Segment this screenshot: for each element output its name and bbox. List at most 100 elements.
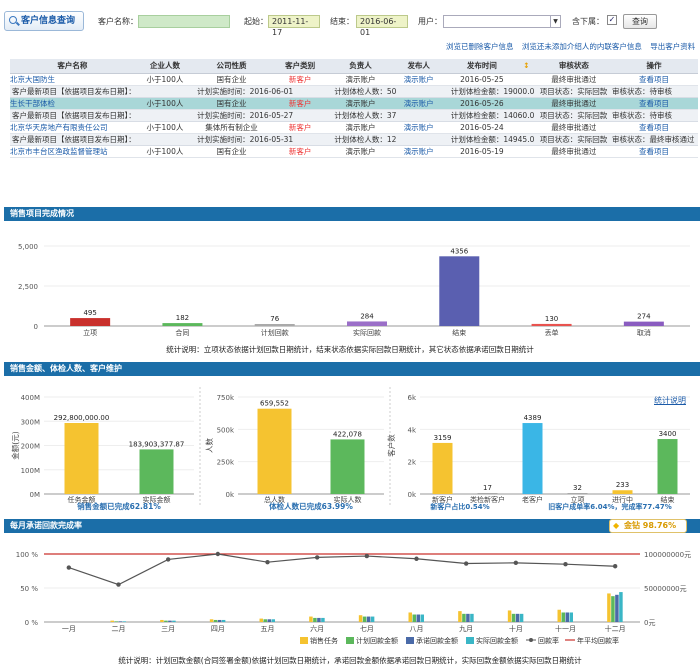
user-select[interactable]: ▼ — [443, 15, 561, 28]
x-tick-label: 十一月 — [555, 624, 576, 633]
y-tick-label: 300M — [21, 418, 40, 426]
x-tick-label: 一月 — [62, 625, 76, 633]
data-label: 76 — [270, 315, 279, 323]
y2-tick-label: 50000000元 — [644, 585, 687, 593]
bar — [347, 321, 387, 326]
view-project-link[interactable]: 查看项目 — [610, 145, 698, 158]
unlinked-customers-link[interactable]: 浏览还未添加介绍人的内联客户信息 — [521, 42, 642, 51]
cell-nature: 国有企业 — [195, 97, 268, 110]
legend-entry: 实际回款金额 — [476, 636, 518, 645]
view-project-link[interactable]: 查看项目 — [610, 97, 698, 110]
subordinate-label: 含下属： — [572, 17, 604, 26]
query-button[interactable]: 查询 — [623, 14, 657, 29]
bar — [358, 615, 363, 622]
bar — [114, 621, 118, 622]
bar — [313, 617, 317, 622]
table-row[interactable]: 北京市丰台区渔政监督管理站 小于100人 国有企业 新客户 演示账户 演示账户 … — [10, 145, 698, 158]
x-tick-label: 十月 — [509, 624, 523, 633]
export-link[interactable]: 导出客户资料 — [650, 42, 696, 51]
bar — [619, 592, 623, 622]
section-header-monthly: 每月承诺回款完成率 — [4, 519, 700, 533]
rate-point — [116, 582, 121, 587]
completion-label: 体检人数已完成63.99% — [269, 501, 353, 511]
x-tick-label: 老客户 — [522, 495, 543, 504]
bar — [267, 619, 271, 622]
bar — [615, 594, 619, 622]
y-tick-label: 5,000 — [18, 243, 38, 251]
data-label: 183,903,377.87 — [129, 440, 185, 448]
cell-status: 最终审批通过 — [537, 97, 611, 110]
bar — [462, 613, 466, 622]
cell-date: 2016-05-24 — [448, 121, 515, 134]
bar — [507, 610, 512, 622]
sort-icon[interactable]: ↕ — [514, 59, 538, 74]
view-project-link[interactable]: 查看项目 — [610, 73, 698, 86]
legend-swatch — [466, 637, 474, 644]
subordinate-checkbox[interactable]: ✓ — [607, 15, 617, 25]
bar — [412, 614, 416, 622]
data-label: 4356 — [450, 247, 468, 255]
x-tick-label: 立项 — [83, 328, 97, 337]
cell-status: 最终审批通过 — [537, 73, 611, 86]
customer-name-link[interactable]: 北京华天房地产有限责任公司 — [10, 121, 135, 134]
col-publisher: 发布人 — [388, 59, 449, 74]
tab-customer-query[interactable]: 客户信息查询 — [4, 11, 84, 31]
bar — [511, 613, 516, 622]
customer-name-link[interactable]: 北京大国防生 — [10, 73, 135, 86]
cell-category: 新客户 — [267, 97, 333, 110]
table-row[interactable]: 生长干部体检 小于100人 国有企业 新客户 演示账户 演示账户 2016-05… — [10, 97, 698, 110]
cell-publisher: 演示账户 — [388, 73, 449, 86]
bar — [168, 620, 172, 622]
bar — [569, 612, 573, 622]
col-date[interactable]: 发布时间 — [448, 59, 515, 74]
cell-owner: 演示账户 — [332, 145, 389, 158]
bar — [217, 619, 222, 622]
rate-point — [364, 553, 370, 559]
col-name: 客户名称 — [10, 59, 135, 74]
x-tick-label: 取消 — [637, 328, 651, 337]
chart-area: 0 2,500 5,000 495 立项 182 合同 76 计划回款 284 实际回款 4356 结束… — [18, 243, 690, 354]
deleted-customers-link[interactable]: 浏览已删除客户信息 — [446, 42, 514, 51]
cell-nature: 国有企业 — [195, 145, 268, 158]
bar — [519, 613, 524, 622]
table-row[interactable]: 北京华天房地产有限责任公司 小于100人 集体所有制企业 新客户 演示账户 演示… — [10, 121, 698, 134]
bar — [565, 612, 569, 622]
bar — [70, 318, 111, 326]
diamond-icon: ◆ — [613, 521, 620, 530]
stats-explanation-link[interactable]: 统计说明 — [654, 396, 686, 405]
bar — [515, 613, 520, 622]
end-date-input[interactable]: 2016-06-01 — [356, 15, 408, 37]
table-row[interactable]: 北京大国防生 小于100人 国有企业 新客户 演示账户 演示账户 2016-05… — [10, 73, 698, 86]
customer-name-link[interactable]: 北京市丰台区渔政监督管理站 — [10, 145, 135, 158]
view-project-link[interactable]: 查看项目 — [610, 121, 698, 134]
section-header-amounts: 销售金额、体检人数、客户维护 — [4, 362, 700, 376]
bar — [122, 621, 126, 622]
cell-date: 2016-05-26 — [448, 97, 515, 110]
bar — [420, 614, 424, 622]
cell-size: 小于100人 — [134, 73, 196, 86]
cell-category: 新客户 — [267, 73, 333, 86]
col-action: 操作 — [610, 59, 698, 74]
old-customer-ratio: 旧客户成单率6.04%，完成率77.47% — [548, 502, 671, 511]
y-tick-label: 400M — [21, 394, 40, 402]
bar — [162, 323, 203, 326]
cell-category: 新客户 — [267, 145, 333, 158]
bar — [330, 439, 365, 494]
x-tick-label: 八月 — [410, 625, 424, 633]
rate-point — [265, 559, 270, 565]
rank-badge: ◆ 金钻 98.76% — [609, 519, 687, 533]
x-tick-label: 计划回款 — [261, 328, 289, 337]
legend-entry: 回款率 — [538, 636, 559, 645]
search-icon — [9, 16, 17, 24]
data-label: 422,078 — [333, 430, 362, 438]
bar — [64, 422, 99, 494]
data-label: 17 — [483, 484, 492, 492]
x-tick-label: 类检新客户 — [470, 495, 505, 504]
bar — [557, 609, 561, 622]
start-date-input[interactable]: 2011-11-17 — [268, 15, 320, 37]
completion-label: 销售金额已完成62.81% — [77, 501, 161, 511]
bar — [567, 493, 588, 494]
customer-name-link[interactable]: 生长干部体检 — [10, 97, 135, 110]
customer-name-input[interactable] — [138, 15, 230, 28]
